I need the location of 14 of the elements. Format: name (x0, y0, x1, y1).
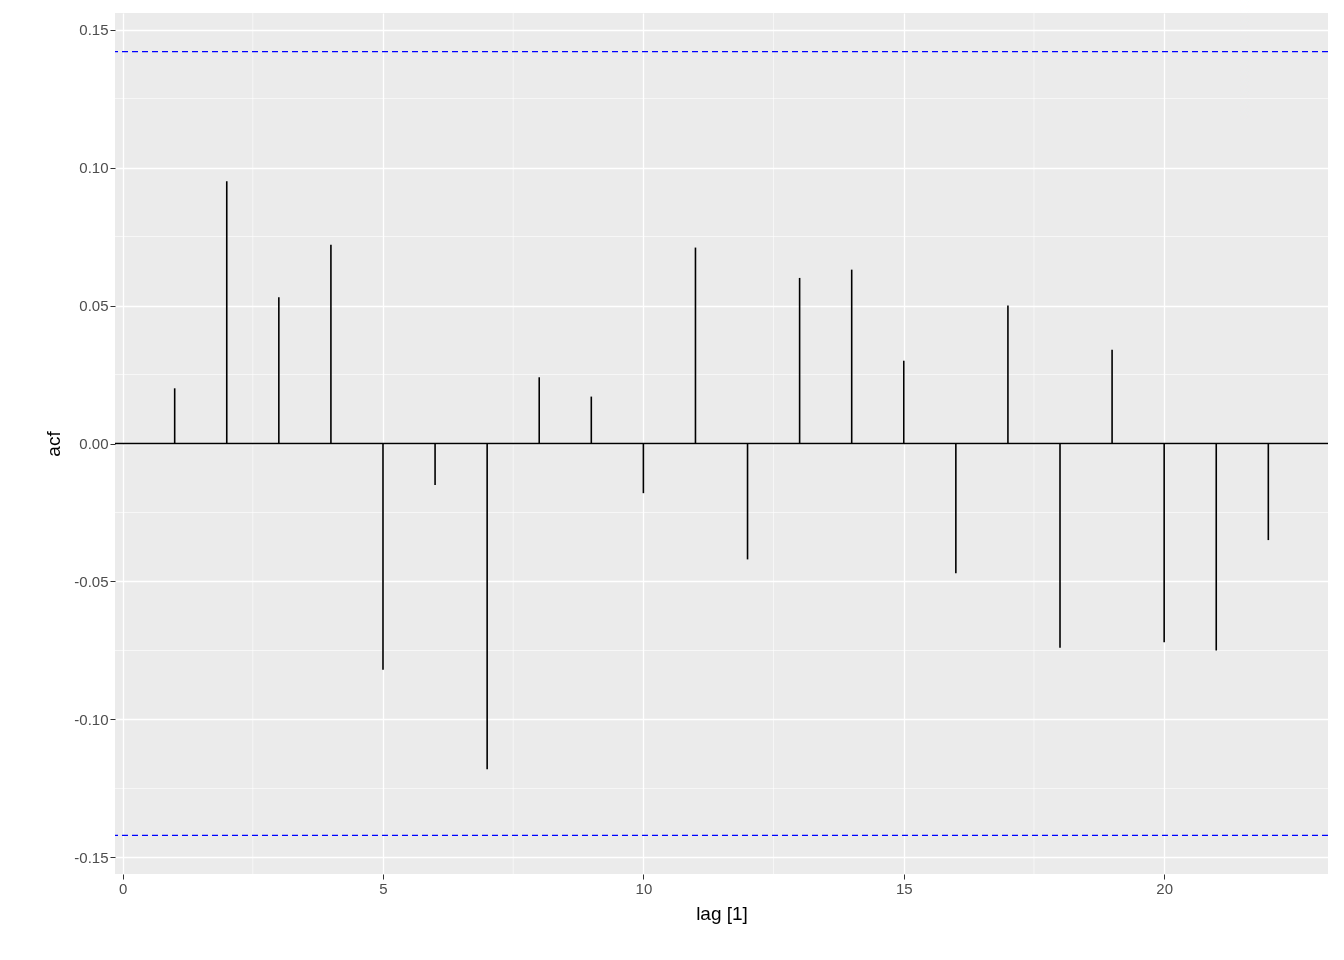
y-tick-label: 0.00 (79, 435, 109, 452)
x-tick-label: 15 (895, 879, 913, 897)
x-tick-label: 10 (635, 879, 653, 897)
y-tick-label: 0.10 (79, 159, 109, 177)
y-tick-label: -0.15 (74, 848, 109, 866)
y-tick-label: -0.10 (74, 710, 109, 728)
y-axis-title: acf (43, 430, 65, 457)
x-tick-label: 0 (118, 879, 128, 897)
y-tick-label: 0.15 (79, 21, 109, 39)
y-tick-label: -0.05 (74, 572, 109, 590)
x-tick-label: 20 (1156, 879, 1174, 897)
x-tick-label: 5 (379, 879, 388, 897)
x-axis-title: lag [1] (696, 902, 748, 924)
y-tick-label: 0.05 (79, 297, 109, 315)
